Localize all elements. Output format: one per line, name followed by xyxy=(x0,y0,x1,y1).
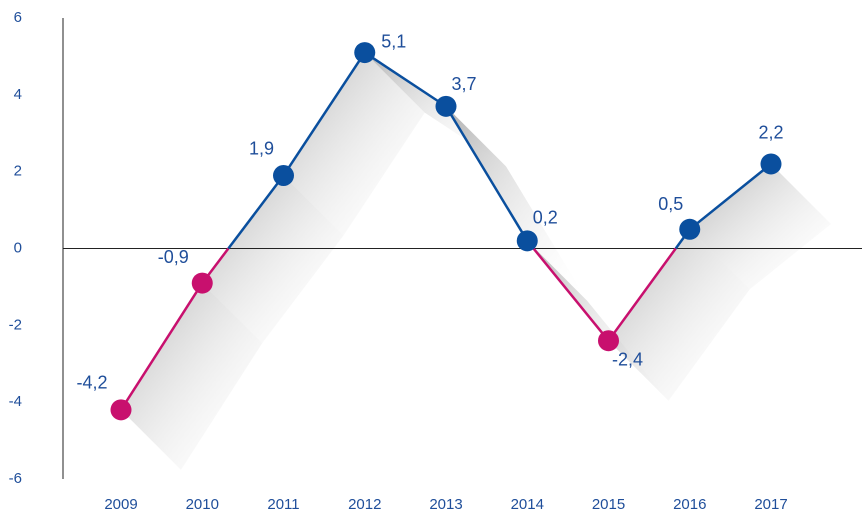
y-tick-label: 6 xyxy=(14,9,22,26)
line-segment xyxy=(444,105,529,242)
data-label: -2,4 xyxy=(612,349,643,369)
shadow xyxy=(283,52,425,236)
line-segment xyxy=(364,51,447,108)
x-tick-label: 2012 xyxy=(348,496,381,513)
line-segment xyxy=(607,247,677,342)
data-label: -0,9 xyxy=(158,247,189,267)
marker xyxy=(760,153,782,175)
data-label: -4,2 xyxy=(76,373,107,393)
marker xyxy=(110,399,132,421)
data-label: 0,2 xyxy=(533,208,558,228)
data-label: 1,9 xyxy=(249,138,274,158)
y-tick-label: 0 xyxy=(14,239,22,256)
line-segment xyxy=(282,51,366,177)
marker xyxy=(679,218,701,240)
shadow xyxy=(689,163,831,290)
shadow xyxy=(446,106,588,301)
x-tick-label: 2015 xyxy=(592,496,625,513)
y-tick-label: -4 xyxy=(9,393,22,410)
x-tick-label: 2016 xyxy=(673,496,706,513)
data-label: 2,2 xyxy=(758,123,783,143)
data-label: 3,7 xyxy=(451,74,476,94)
x-tick-label: 2010 xyxy=(186,496,219,513)
marker xyxy=(273,165,294,187)
line-segment xyxy=(532,247,610,342)
shadow xyxy=(202,175,344,344)
y-tick-label: 4 xyxy=(14,86,22,103)
x-tick-label: 2014 xyxy=(511,496,544,513)
line-segment xyxy=(227,174,285,250)
y-tick-label: -2 xyxy=(9,316,22,333)
shadow xyxy=(121,283,263,470)
x-tick-label: 2013 xyxy=(429,496,462,513)
marker xyxy=(354,42,376,64)
x-tick-label: 2009 xyxy=(104,496,137,513)
marker xyxy=(598,330,619,352)
marker xyxy=(435,95,457,117)
marker xyxy=(516,230,538,252)
line-segment xyxy=(688,163,772,231)
marker xyxy=(191,272,213,294)
data-label: 0,5 xyxy=(658,194,683,214)
y-tick-label: 2 xyxy=(14,163,22,180)
data-label: 5,1 xyxy=(381,31,406,51)
x-tick-label: 2011 xyxy=(267,496,299,513)
line-segment xyxy=(119,282,204,411)
shadow xyxy=(608,229,750,401)
y-tick-label: -6 xyxy=(9,470,22,487)
x-tick-label: 2017 xyxy=(754,496,787,513)
